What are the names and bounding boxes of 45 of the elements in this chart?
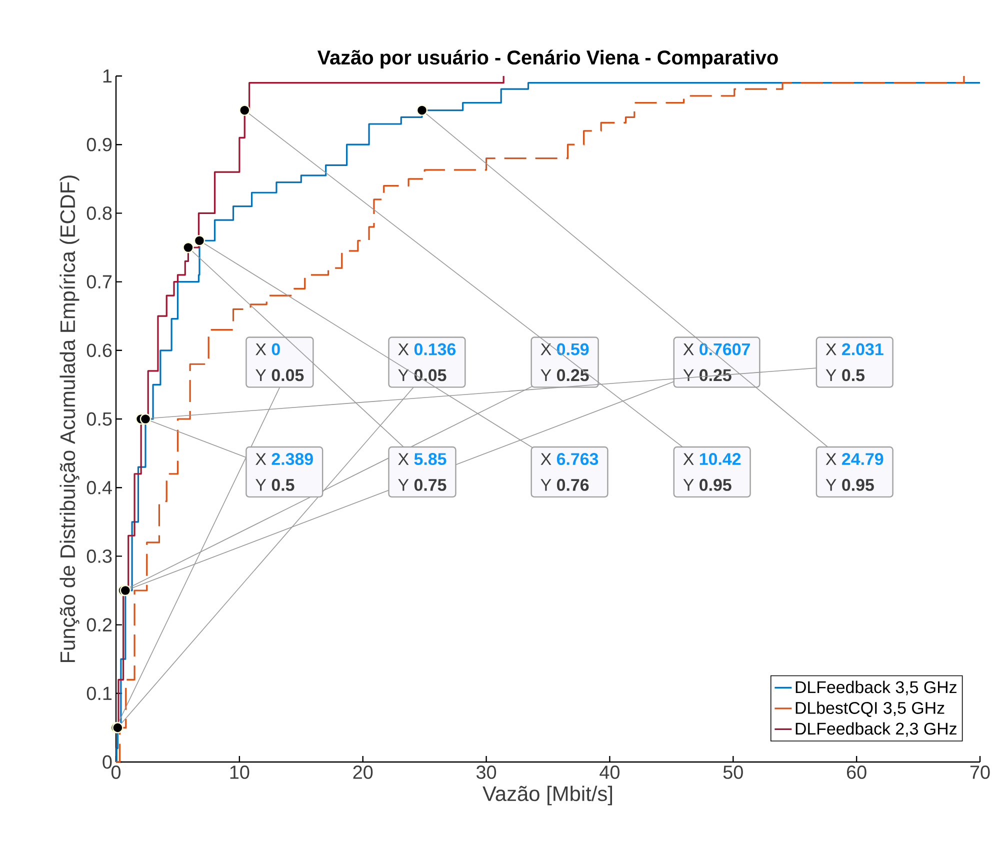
y-axis-title: Função de Distribuição Acumulada Empírica (ECDF) <box>59 176 80 662</box>
annotation: X 0.59 <box>540 343 589 356</box>
annotation: X 0 <box>256 343 280 356</box>
y-tick-label: 0.3 <box>86 549 112 563</box>
chart-title: Vazão por usuário - Cenário Viena - Comparativo <box>317 50 778 68</box>
x-tick-label: 60 <box>847 766 866 779</box>
y-tick-label: 0.8 <box>86 206 112 220</box>
annotation: Y 0.05 <box>256 369 304 382</box>
y-tick-label: 0.1 <box>86 686 112 700</box>
x-tick-label: 70 <box>970 766 990 779</box>
x-tick-label: 40 <box>600 766 620 779</box>
annotation: X 24.79 <box>826 453 884 466</box>
y-tick-label: 0.4 <box>86 480 112 494</box>
annotation: X 0.136 <box>398 343 456 356</box>
annotation: X 5.85 <box>398 453 446 466</box>
x-tick-label: 50 <box>723 766 743 779</box>
annotation: Y 0.75 <box>398 478 446 491</box>
x-tick-label: 30 <box>476 766 496 779</box>
annotation: Y 0.5 <box>256 478 294 491</box>
annotation: X 0.7607 <box>683 343 750 356</box>
annotation: Y 0.25 <box>540 369 589 382</box>
legend-label: DLFeedback 2,3 GHz <box>796 722 956 737</box>
annotation: X 2.031 <box>826 343 884 356</box>
x-axis-title: Vazão [Mbit/s] <box>482 786 612 806</box>
x-tick-label: 0 <box>111 766 121 779</box>
annotation: Y 0.5 <box>826 369 865 382</box>
annotation: Y 0.25 <box>683 369 732 382</box>
y-tick-label: 0.7 <box>86 275 112 288</box>
y-tick-label: 0.6 <box>86 344 112 358</box>
y-tick-label: 0 <box>102 755 112 769</box>
y-tick-label: 0.9 <box>86 138 112 152</box>
legend-label: DLbestCQI 3,5 GHz <box>796 702 944 717</box>
y-tick-label: 1 <box>103 69 112 83</box>
annotation: Y 0.05 <box>398 369 446 382</box>
annotation: X 6.763 <box>540 453 598 466</box>
annotation: X 2.389 <box>256 453 313 466</box>
annotation: Y 0.95 <box>683 478 732 491</box>
annotation: X 10.42 <box>683 453 741 466</box>
y-tick-label: 0.2 <box>86 618 112 632</box>
x-tick-label: 20 <box>353 766 373 779</box>
x-tick-label: 10 <box>230 766 250 779</box>
annotation: Y 0.76 <box>540 478 589 491</box>
legend-label: DLFeedback 3,5 GHz <box>796 680 956 696</box>
y-tick-label: 0.5 <box>86 412 112 426</box>
annotation: Y 0.95 <box>826 478 874 491</box>
